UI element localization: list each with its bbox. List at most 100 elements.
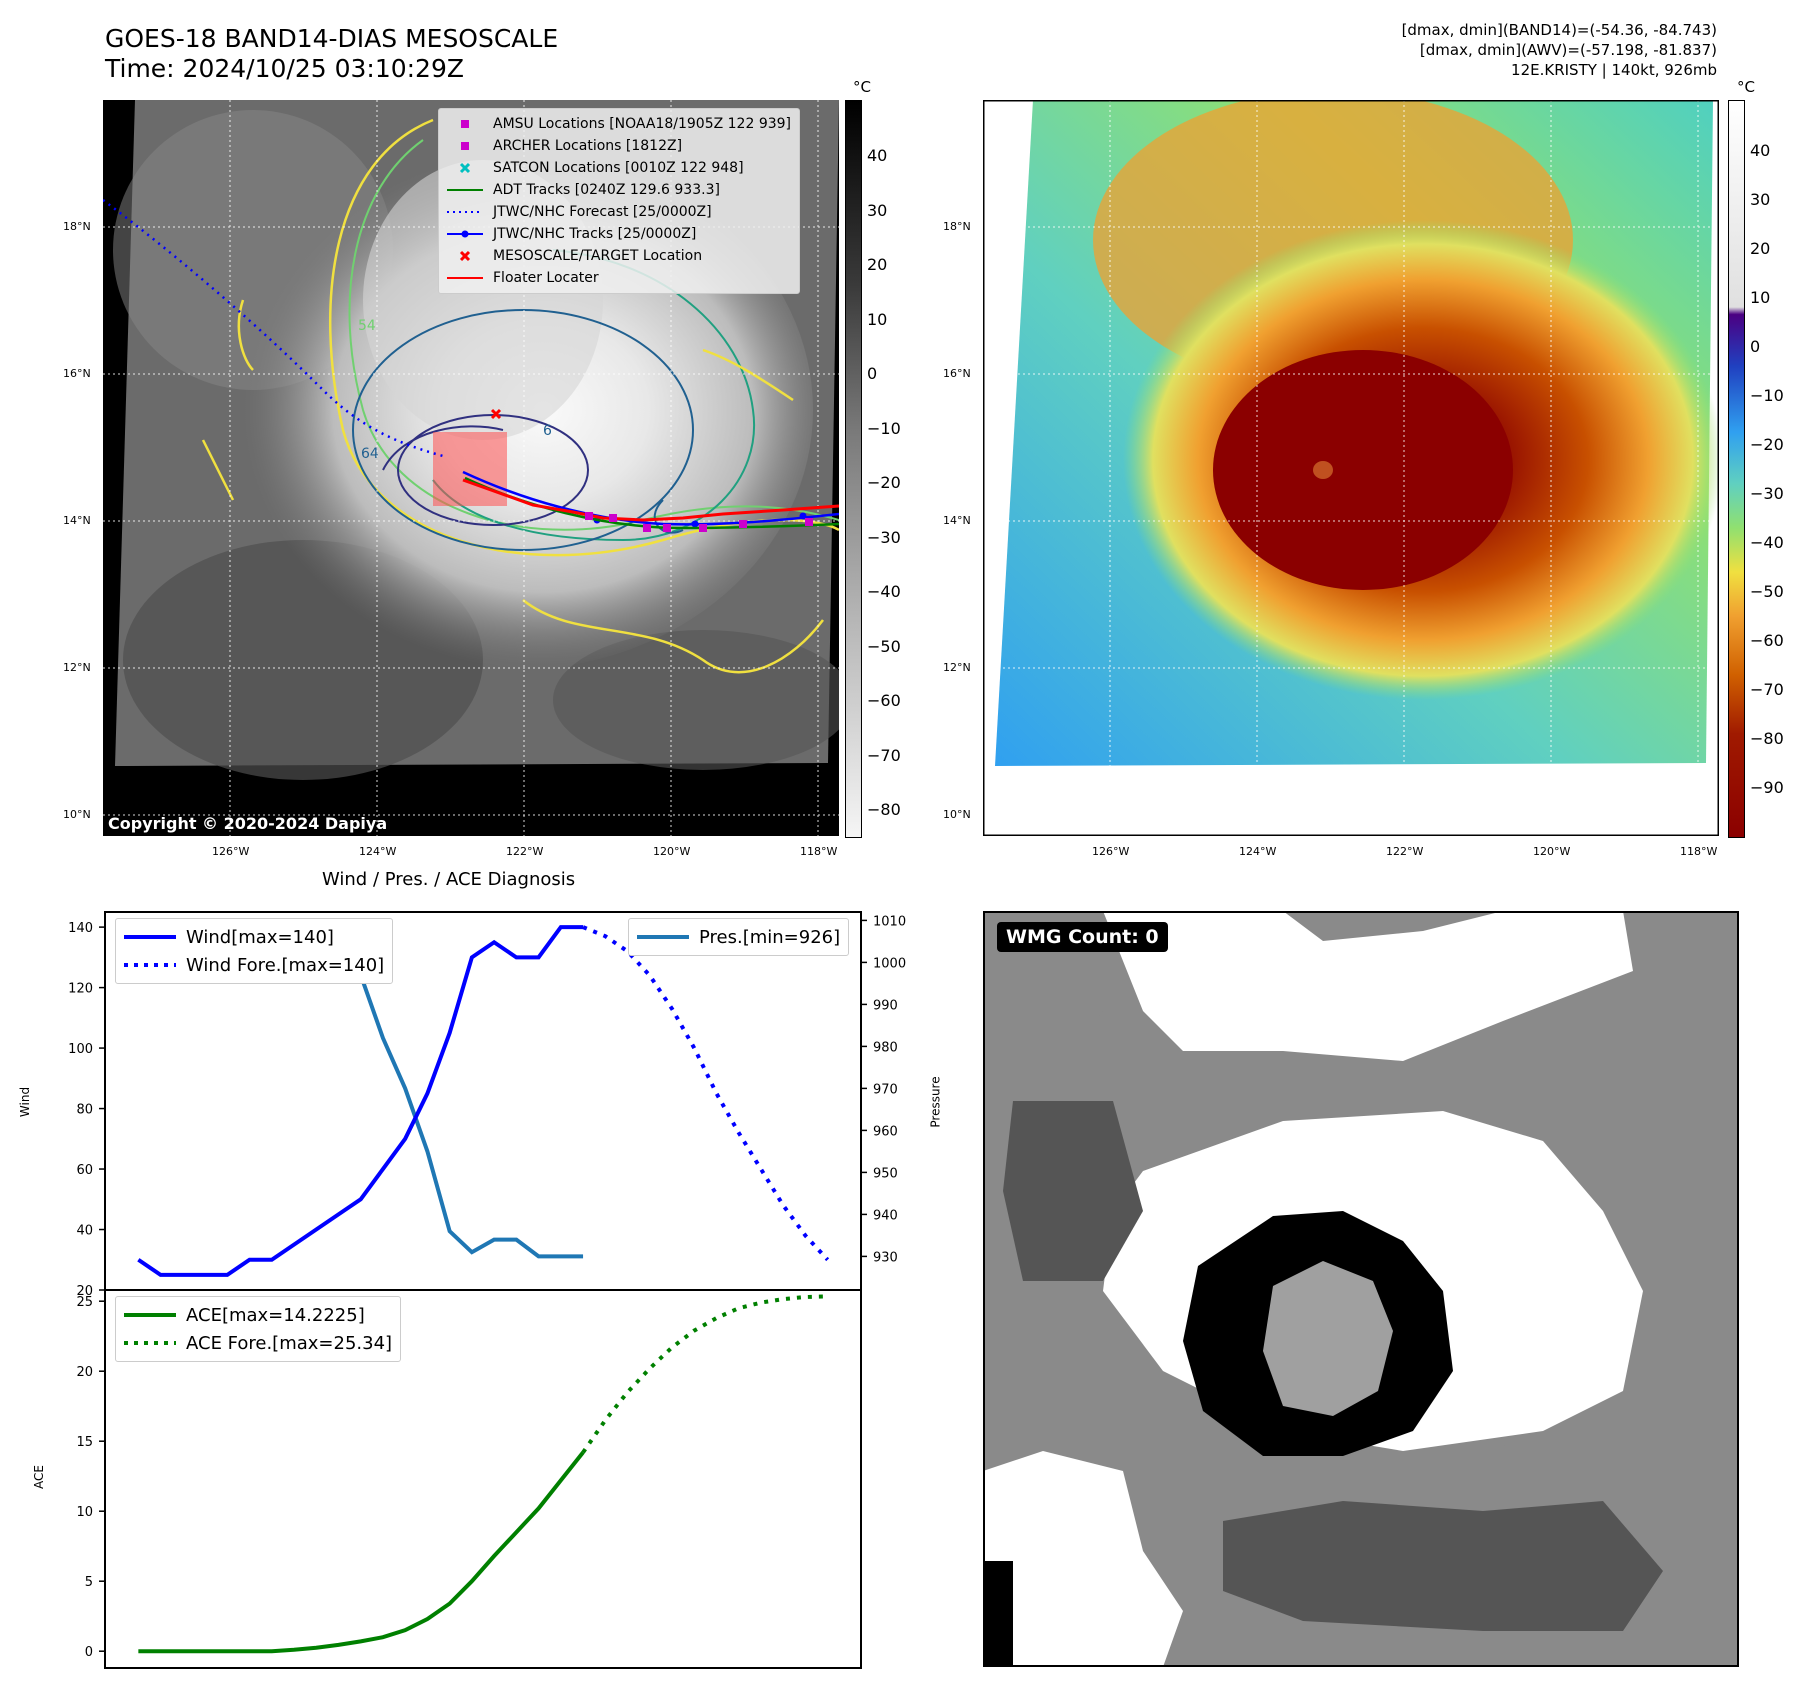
wind-tick-label: 40	[76, 1224, 93, 1239]
amsu-markers	[585, 512, 813, 532]
pressure-tick-label: 940	[873, 1208, 898, 1223]
lat-label: 18°N	[63, 220, 91, 233]
map-legend-label: AMSU Locations [NOAA18/1905Z 122 939]	[493, 116, 792, 132]
map-legend-label: ARCHER Locations [1812Z]	[493, 138, 683, 154]
contour-label-1: 64	[361, 446, 379, 462]
diagnosis-chart: 1401201008060402010101000990980970960950…	[68, 911, 906, 1669]
square-marker-icon	[447, 139, 483, 153]
dotted-line-icon	[447, 205, 483, 219]
map-legend-label: JTWC/NHC Forecast [25/0000Z]	[493, 204, 712, 220]
colorbar-tick-label: 30	[1750, 190, 1771, 209]
map-legend-item: JTWC/NHC Tracks [25/0000Z]	[447, 223, 791, 245]
info-line-1: [dmax, dmin](BAND14)=(-54.36, -84.743)	[1401, 21, 1717, 39]
info-line-3: 12E.KRISTY | 140kt, 926mb	[1511, 61, 1717, 79]
ace-tick-label: 20	[76, 1365, 93, 1380]
colorbar-tick-label: −80	[1750, 729, 1784, 748]
wind-tick-label: 100	[68, 1042, 93, 1057]
contour-teal	[432, 249, 756, 542]
map-legend-item: SATCON Locations [0010Z 122 948]	[447, 157, 791, 179]
map-legend-label: JTWC/NHC Tracks [25/0000Z]	[493, 226, 697, 242]
lat-label: 10°N	[63, 808, 91, 821]
wmg-classification-map	[983, 911, 1739, 1667]
ace-forecast-series-line	[581, 1294, 828, 1454]
colorbar-tick-label: 30	[867, 200, 888, 220]
ace-series-line	[138, 1451, 585, 1654]
info-line-2: [dmax, dmin](AWV)=(-57.198, -81.837)	[1419, 41, 1717, 59]
pressure-legend: Pres.[min=926]	[628, 918, 850, 956]
solid-line-icon	[447, 271, 483, 285]
lon-label: 124°W	[1239, 845, 1277, 858]
map-title: GOES-18 BAND14-DIAS MESOSCALE Time: 2024…	[105, 24, 558, 84]
lat-label: 18°N	[943, 220, 971, 233]
pressure-axis-label: Pressure	[928, 1076, 943, 1128]
colorbar-tick-label: −50	[1750, 582, 1784, 601]
lat-label: 16°N	[943, 367, 971, 380]
colorbar-tick-label: 20	[1750, 239, 1771, 258]
x-marker-icon	[447, 249, 483, 263]
wind-fore-legend-label: Wind Fore.[max=140]	[186, 954, 385, 976]
colorbar-tick-label: −90	[1750, 778, 1784, 797]
lat-label: 14°N	[943, 514, 971, 527]
floater-locater-track	[462, 478, 839, 522]
ace-fore-legend-label: ACE Fore.[max=25.34]	[186, 1332, 393, 1354]
colorbar-tick-label: 10	[1750, 288, 1771, 307]
left-colorbar	[845, 100, 862, 838]
wind-fore-legend-key	[124, 962, 176, 968]
ace-tick-label: 15	[76, 1435, 93, 1450]
colorbar-tick-label: −50	[867, 636, 901, 656]
title-line-1: GOES-18 BAND14-DIAS MESOSCALE	[105, 24, 559, 53]
map-legend-label: SATCON Locations [0010Z 122 948]	[493, 160, 744, 176]
lon-label: 122°W	[506, 845, 544, 858]
ace-axis-label: ACE	[31, 1465, 46, 1489]
map-legend-label: ADT Tracks [0240Z 129.6 933.3]	[493, 182, 720, 198]
wind-tick-label: 80	[76, 1103, 93, 1118]
colorbar-tick-label: −70	[1750, 680, 1784, 699]
colorbar-tick-label: 10	[867, 309, 888, 329]
colorbar-tick-label: −40	[867, 582, 901, 601]
colorbar-tick-label: 20	[867, 255, 888, 274]
line-dot-icon	[447, 227, 483, 241]
map-legend-label: MESOSCALE/TARGET Location	[493, 248, 703, 264]
pressure-tick-label: 990	[873, 998, 898, 1013]
map-legend: AMSU Locations [NOAA18/1905Z 122 939] ARC…	[438, 108, 801, 294]
map-legend-item: ARCHER Locations [1812Z]	[447, 135, 791, 157]
map-legend-item: ADT Tracks [0240Z 129.6 933.3]	[447, 179, 791, 201]
lon-label: 124°W	[359, 845, 397, 858]
pressure-tick-label: 950	[873, 1166, 898, 1181]
contour-blue	[352, 309, 694, 551]
map-legend-label: Floater Locater	[493, 270, 599, 286]
title-line-2: Time: 2024/10/25 03:10:29Z	[105, 54, 464, 83]
wind-series-line	[137, 925, 584, 1277]
wind-axis-label: Wind	[18, 1086, 33, 1118]
lon-label: 126°W	[1092, 845, 1130, 858]
colorbar-tick-label: −30	[1750, 484, 1784, 503]
map-legend-item: Floater Locater	[447, 267, 791, 289]
wind-forecast-series-line	[582, 925, 830, 1262]
contour-label-2: 6	[543, 423, 552, 439]
solid-line-icon	[447, 183, 483, 197]
colorbar-tick-label: 40	[867, 146, 888, 165]
lon-label: 118°W	[1680, 845, 1718, 858]
wmg-count-badge: WMG Count: 0	[997, 922, 1168, 952]
colorbar-tick-label: −20	[867, 473, 901, 492]
ace-legend: ACE[max=14.2225] ACE Fore.[max=25.34]	[115, 1296, 402, 1362]
pres-legend-label: Pres.[min=926]	[699, 926, 841, 948]
wind-tick-label: 120	[68, 982, 93, 997]
wmg-eye	[1263, 1261, 1393, 1416]
pres-legend-key	[637, 934, 689, 940]
colorbar-tick-label: −70	[867, 745, 901, 765]
colorbar-tick-label: −30	[867, 527, 901, 547]
contour-label-0: 54	[358, 318, 376, 334]
lat-label: 14°N	[63, 514, 91, 527]
ace-tick-label: 5	[85, 1575, 93, 1590]
lon-label: 120°W	[1533, 845, 1571, 858]
colorbar-tick-label: −40	[1750, 533, 1784, 552]
colorbar-tick-label: −80	[867, 800, 901, 819]
copyright-text: Copyright © 2020-2024 Dapiya	[108, 814, 387, 833]
pressure-tick-label: 970	[873, 1082, 898, 1097]
wind-tick-label: 20	[76, 1284, 93, 1299]
ace-legend-label: ACE[max=14.2225]	[186, 1304, 365, 1326]
square-marker-icon	[447, 117, 483, 131]
lon-label: 120°W	[653, 845, 691, 858]
colorbar-tick-label: −60	[867, 691, 901, 710]
